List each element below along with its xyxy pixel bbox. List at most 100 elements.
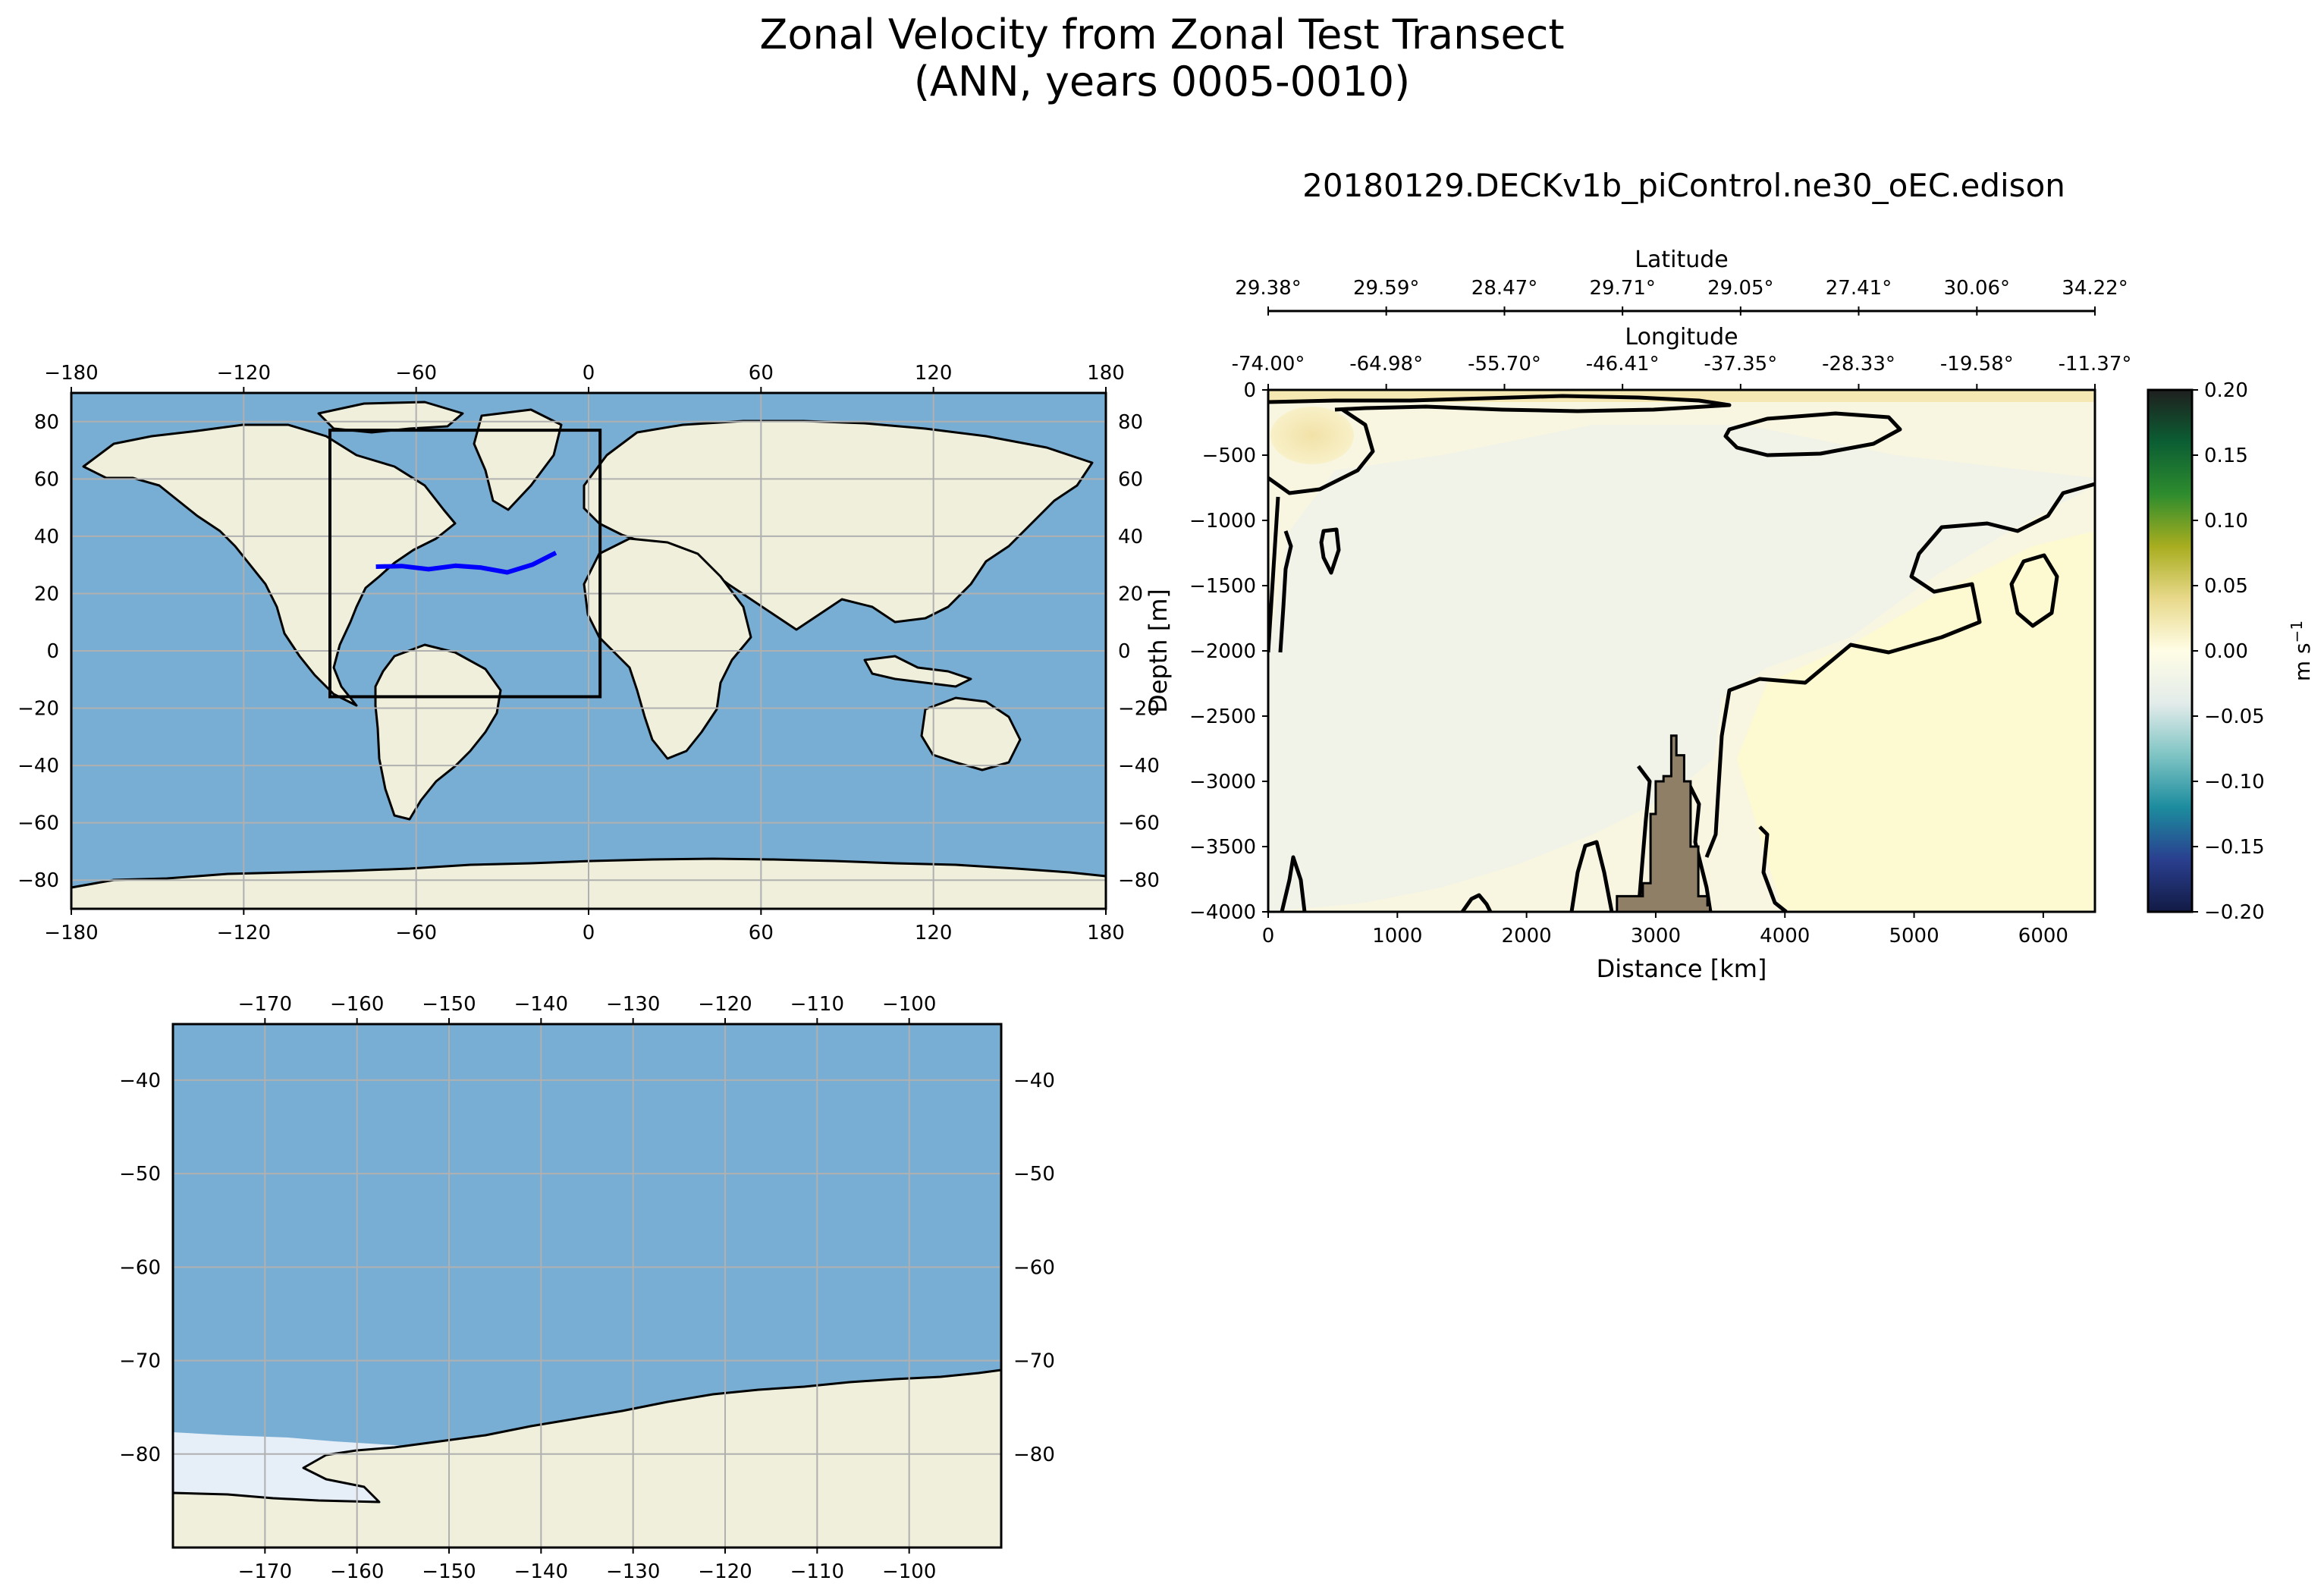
lat-tick-label-left: 40: [34, 526, 59, 548]
lon-tick-label-top: −120: [698, 993, 752, 1016]
distance-tick-label: 3000: [1631, 925, 1681, 947]
lat-tick-label-left: −60: [17, 812, 59, 835]
warm-blob-upper-left: [1270, 407, 1354, 464]
lat-tick-label-left: −40: [17, 755, 59, 778]
lat-tick-label-right: 20: [1118, 583, 1143, 605]
bathymetry-ridge: [1616, 734, 1711, 912]
latitude-tick-label: 29.05°: [1707, 277, 1773, 300]
colorbar: [2147, 388, 2194, 913]
lon-tick-label-bottom: −180: [44, 922, 98, 944]
lat-tick-label-left: 60: [34, 468, 59, 491]
distance-tick-label: 5000: [1889, 925, 1939, 947]
latitude-tick-label: 29.71°: [1589, 277, 1655, 300]
lat-tick-label-left: −80: [17, 869, 59, 892]
y-axis-label: Depth [m]: [1144, 589, 1173, 713]
southern-map-ticks: −170 −170 −160 −160 −150 −150 −140 −140 −130 −130…: [119, 993, 1055, 1583]
lat-tick-label-right: −20: [1118, 698, 1160, 721]
weak-negative-region: [1268, 425, 2095, 912]
lat-tick-label-left: 80: [34, 411, 59, 434]
contour-line: [1704, 482, 2095, 858]
lon-tick-label-top: −170: [238, 993, 292, 1016]
global-map: −180 −180 −120 −120 −60 −60 0 0 60 60 120 120 180 180…: [17, 362, 1160, 944]
transect-line: [375, 551, 557, 575]
longitude-axis-label: Longitude: [1625, 324, 1738, 350]
lat-tick-label-left: −20: [17, 698, 59, 721]
lat-tick-label-right: 80: [1118, 411, 1143, 434]
antarctica-coast-land: [171, 1368, 1003, 1549]
latitude-ticks: 29.38° 29.59° 28.47° 29.71° 29.05° 27.41° 30.0…: [1235, 277, 2128, 316]
longitude-tick-label: -64.98°: [1349, 353, 1423, 376]
longitude-tick-label: -46.41°: [1586, 353, 1660, 376]
south-america-land: [374, 643, 502, 821]
depth-tick-label: −500: [1202, 445, 1256, 467]
lat-tick-label-right: −60: [1118, 812, 1160, 835]
distance-tick-label: 0: [1262, 925, 1275, 947]
depth-tick-label: −3500: [1189, 836, 1256, 859]
figure-title-line2: (ANN, years 0005-0010): [913, 58, 1411, 105]
inset-region-box: [328, 429, 602, 699]
contour-line: [1268, 394, 1732, 413]
lat-tick-label-right: −80: [1013, 1444, 1055, 1466]
lon-tick-label-bottom: −120: [217, 922, 271, 944]
depth-tick-label: −3000: [1189, 771, 1256, 793]
colorbar-tick-label: 0.20: [2204, 379, 2248, 402]
run-name-title: 20180129.DECKv1b_piControl.ne30_oEC.edis…: [1302, 167, 2065, 204]
lon-tick-label-bottom: −130: [606, 1560, 660, 1583]
lat-tick-label-right: 60: [1118, 468, 1143, 491]
distance-tick-label: 6000: [2018, 925, 2068, 947]
lon-tick-label-top: −120: [217, 362, 271, 385]
lon-tick-label-top: 60: [749, 362, 774, 385]
latitude-tick-label: 29.59°: [1353, 277, 1419, 300]
colorbar-tick-label: 0.15: [2204, 445, 2248, 467]
section-axes: 0 1000 2000 3000 4000 5000 6000 0 −500 −1000 −1500…: [1144, 379, 2068, 983]
lon-tick-label-top: −110: [790, 993, 844, 1016]
depth-tick-label: −2000: [1189, 640, 1256, 663]
depth-tick-label: −1500: [1189, 575, 1256, 598]
velocity-field: [1268, 390, 2095, 912]
latitude-tick-label: 29.38°: [1235, 277, 1301, 300]
longitude-tick-label: -28.33°: [1822, 353, 1895, 376]
lon-tick-label-top: −130: [606, 993, 660, 1016]
lon-tick-label-top: −100: [882, 993, 936, 1016]
colorbar-tick-label: −0.20: [2204, 901, 2265, 924]
lat-tick-label-left: 0: [46, 640, 59, 663]
lon-tick-label-top: −60: [395, 362, 437, 385]
contour-line: [1758, 825, 1788, 912]
longitude-ticks: -74.00° -64.98° -55.70° -46.41° -37.35° -28.3…: [1232, 353, 2132, 390]
lon-tick-label-bottom: −170: [238, 1560, 292, 1583]
contour-line: [1280, 855, 1307, 912]
colorbar-tick-label: 0.10: [2204, 510, 2248, 533]
australia-land: [920, 696, 1022, 771]
lon-tick-label-bottom: 60: [749, 922, 774, 944]
longitude-tick-label: -11.37°: [2059, 353, 2132, 376]
colorbar-tick-label: 0.00: [2204, 640, 2248, 663]
lat-tick-label-left: −70: [119, 1350, 161, 1373]
global-map-gridlines: [71, 393, 1107, 909]
lat-tick-label-right: −80: [1118, 869, 1160, 892]
lon-tick-label-top: −180: [44, 362, 98, 385]
southern-map-frame: [171, 1023, 1003, 1549]
maritime-asia-land: [863, 655, 972, 688]
lat-tick-label-right: −60: [1013, 1256, 1055, 1279]
latitude-tick-label: 27.41°: [1826, 277, 1892, 300]
lat-tick-label-left: −60: [119, 1256, 161, 1279]
x-axis-label: Distance [km]: [1597, 954, 1767, 983]
longitude-tick-label: -74.00°: [1232, 353, 1305, 376]
transect-section-panel: 0 1000 2000 3000 4000 5000 6000 0 −500 −1000 −1500…: [1144, 247, 2315, 983]
contour-line: [1723, 411, 1902, 457]
lon-tick-label-bottom: −140: [514, 1560, 568, 1583]
southern-ocean-map: −170 −170 −160 −160 −150 −150 −140 −140 −130 −130…: [119, 993, 1055, 1583]
lat-tick-label-right: −40: [1118, 755, 1160, 778]
lon-tick-label-top: 180: [1087, 362, 1125, 385]
lon-tick-label-top: −150: [422, 993, 476, 1016]
colorbar-tick-label: −0.15: [2204, 836, 2265, 859]
lon-tick-label-bottom: 0: [583, 922, 595, 944]
lon-tick-label-bottom: −100: [882, 1560, 936, 1583]
distance-tick-label: 2000: [1502, 925, 1552, 947]
colorbar-tick-label: −0.10: [2204, 771, 2265, 793]
contour-line: [1278, 530, 1293, 653]
lat-tick-label-right: 40: [1118, 526, 1143, 548]
depth-tick-label: −2500: [1189, 705, 1256, 728]
latitude-tick-label: 28.47°: [1471, 277, 1537, 300]
figure-title-line1: Zonal Velocity from Zonal Test Transect: [759, 11, 1565, 58]
